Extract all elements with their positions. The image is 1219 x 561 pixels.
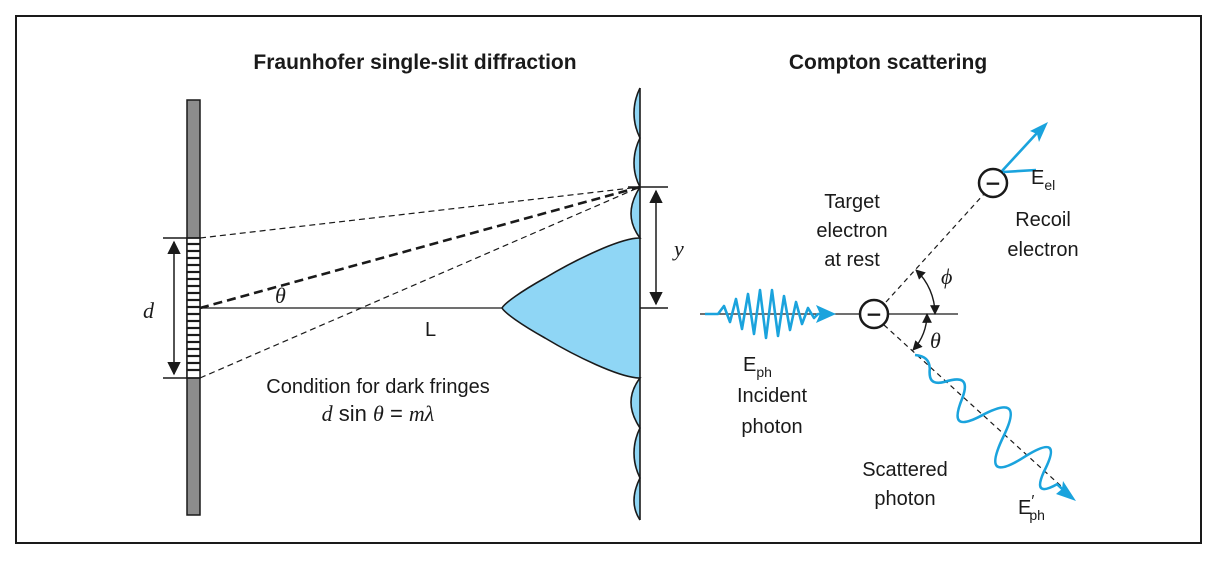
scattered-photon-label-2: photon: [874, 488, 935, 510]
incident-photon-arrowhead: [816, 305, 836, 323]
eq-m: m: [409, 401, 425, 426]
d-label: d: [143, 298, 155, 323]
incident-photon-wave: [705, 288, 826, 340]
intensity-profile-curve: [501, 87, 642, 521]
recoil-path: [885, 193, 985, 303]
e-el-main: E: [1031, 167, 1044, 189]
scattered-path: [883, 324, 1063, 488]
compton-theta-label: θ: [930, 328, 941, 353]
incident-photon-label-1: Incident: [737, 385, 807, 407]
e-el-label: Eel: [1031, 167, 1055, 193]
figure-border: [15, 15, 1202, 544]
eq-equals: =: [384, 401, 409, 426]
eq-theta: θ: [373, 401, 384, 426]
e-ph-label: Eph: [743, 354, 772, 380]
compton-title: Compton scattering: [789, 51, 987, 74]
e-ph-main: E: [743, 354, 756, 376]
recoil-electron-label-2: electron: [1007, 239, 1078, 261]
e-ph-prime-main: E: [1018, 497, 1031, 519]
phi-label: ϕ: [941, 264, 952, 289]
scattered-photon-label-1: Scattered: [862, 459, 948, 481]
target-electron-label-3: at rest: [824, 249, 880, 271]
target-electron-label-1: Target: [824, 191, 880, 213]
recoil-arrow-shaft: [1002, 168, 1037, 174]
e-ph-sub: ph: [756, 364, 772, 380]
diffraction-rays: [199, 185, 641, 379]
recoil-electron-sign: −: [985, 171, 1002, 195]
target-electron-sign: −: [866, 302, 883, 326]
L-label: L: [425, 319, 436, 341]
theta-label: θ: [275, 283, 286, 308]
eq-sin: sin: [333, 401, 373, 426]
recoil-electron: [977, 167, 1009, 199]
eq-d: d: [322, 401, 334, 426]
scattered-photon-arrowhead: [1056, 481, 1076, 501]
recoil-arrowhead: [1030, 122, 1048, 142]
intensity-fill: [502, 238, 640, 378]
phi-arc: [915, 269, 940, 315]
recoil-shaft-blue: [1001, 132, 1038, 172]
recoil-electron-label-1: Recoil: [1015, 209, 1071, 231]
e-ph-prime-label: E′ ph: [1018, 493, 1045, 523]
y-label: y: [672, 236, 684, 261]
theta-arc: [912, 313, 932, 351]
eq-lambda: λ: [424, 401, 435, 426]
slit-hatching: [187, 242, 200, 372]
condition-equation: d sin θ = mλ: [322, 401, 435, 426]
e-ph-prime-mark: ′: [1031, 493, 1034, 510]
e-el-sub: el: [1044, 177, 1055, 193]
diffraction-title: Fraunhofer single-slit diffraction: [253, 51, 576, 74]
incident-photon-label-2: photon: [741, 416, 802, 438]
condition-text: Condition for dark fringes: [266, 376, 489, 398]
target-electron: [858, 298, 890, 330]
scattered-photon-wave: [914, 353, 1064, 491]
scattered-photon-wave-group: [914, 353, 1064, 491]
e-ph-prime-sub: ph: [1029, 507, 1045, 523]
target-electron-label-2: electron: [816, 220, 887, 242]
